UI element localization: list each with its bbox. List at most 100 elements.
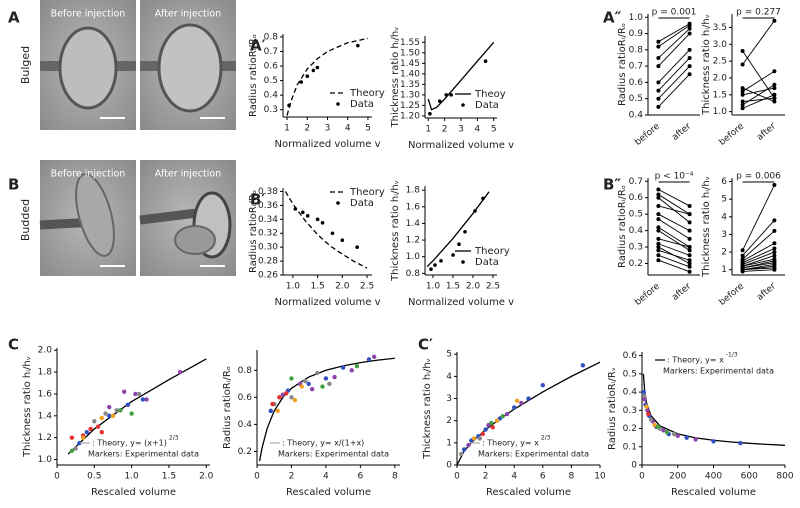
y-tick-label: 0.2 (629, 259, 643, 269)
pair-line (658, 218, 690, 240)
point (772, 250, 777, 255)
theory-line (427, 41, 495, 111)
y-tick-label: 1 (721, 265, 727, 275)
pair-line (658, 213, 690, 232)
y-tick-label: 0.6 (629, 78, 644, 88)
y-tick-label: 1.0 (38, 455, 53, 465)
y-tick-label: 0.4 (629, 111, 644, 121)
panel-label: B (8, 176, 19, 194)
y-tick-label: 1.55 (400, 38, 420, 48)
point (355, 245, 359, 249)
pair-line (742, 20, 775, 65)
y-axis-label: Thickness ratio hᵢ/hᵥ (390, 27, 401, 129)
panel-label: A″ (603, 9, 622, 27)
point (656, 236, 661, 241)
x-tick-label: 1.0 (124, 472, 139, 482)
point (687, 236, 692, 241)
point (772, 69, 777, 74)
y-tick-label: 0.3 (623, 406, 637, 416)
point (772, 86, 777, 91)
y-tick-label: 2.0 (38, 346, 53, 356)
point (483, 59, 488, 64)
point (664, 429, 670, 435)
x-tick-label: 1.5 (446, 282, 460, 292)
point (740, 49, 745, 54)
point (309, 387, 315, 392)
point (772, 228, 777, 233)
point (656, 88, 661, 93)
point (687, 72, 692, 77)
x-tick-label: 0 (254, 472, 260, 482)
point (287, 103, 291, 108)
x-tick-label: 400 (705, 472, 722, 482)
point (648, 417, 654, 422)
point (140, 397, 146, 402)
y-axis-label: Radius ratioRᵢ/Rₒ (617, 185, 628, 268)
p-value: p = 0.006 (736, 172, 781, 182)
row-label: Bulged (19, 46, 32, 84)
x-axis-label: Normalized volume v (408, 140, 514, 151)
y-tick-label: 1.35 (400, 80, 420, 90)
pair-line (742, 84, 775, 106)
point (512, 405, 517, 410)
photo-caption: Before injection (51, 9, 126, 20)
y-tick-label: 0.4 (264, 91, 279, 101)
point (687, 203, 692, 208)
y-axis-label: Thickness ratio hᵢ/hᵥ (22, 356, 33, 458)
point (772, 96, 777, 101)
y-axis-label: Radius ratioRᵢ/Rₒ (248, 34, 259, 117)
y-axis-label: Radius ratioRᵢ/Rₒ (222, 366, 233, 449)
y-tick-label: 0.7 (629, 177, 643, 187)
y-tick-label: 0.2 (623, 424, 637, 434)
x-axis-label: Rescaled volume (91, 487, 176, 498)
annotation: Markers: Experimental data (88, 450, 199, 459)
x-tick-label: 2 (289, 472, 295, 482)
y-tick-label: 1.4 (406, 219, 421, 229)
y-tick-label: 1.5 (713, 90, 727, 100)
point (481, 196, 485, 201)
y-tick-label: 0.5 (264, 76, 278, 86)
point (299, 80, 304, 84)
point (305, 74, 310, 79)
y-tick-label: 0.5 (623, 369, 637, 379)
point (451, 253, 455, 257)
annotation: : Theory, y= (x+1) (92, 439, 167, 448)
x-tick-label: 0 (639, 472, 645, 482)
point (738, 440, 743, 446)
y-tick-label: 0.8 (238, 366, 253, 376)
y-tick-label: 0.3 (264, 105, 278, 115)
point (740, 253, 745, 258)
point (656, 212, 661, 217)
point (88, 426, 93, 432)
pair-line (658, 259, 690, 273)
y-tick-label: 0.34 (258, 215, 278, 225)
chart: 1.201.251.301.351.401.451.501.55Thicknes… (390, 27, 514, 151)
y-tick-label: 0.6 (629, 193, 644, 203)
point (340, 238, 345, 242)
point (275, 408, 280, 414)
point (461, 447, 467, 452)
point (645, 408, 650, 413)
x-axis-label: Rescaled volume (486, 487, 571, 498)
annotation-superscript: 2/3 (541, 435, 551, 442)
point (772, 18, 777, 23)
point (69, 435, 75, 440)
point (136, 391, 142, 397)
point (656, 187, 661, 192)
y-tick-label: 0.7 (264, 47, 278, 57)
point (772, 246, 777, 251)
point (99, 415, 104, 421)
pair-line (658, 243, 690, 256)
y-tick-label: 6 (721, 177, 727, 187)
y-tick-label: 2.5 (713, 57, 727, 67)
point (95, 424, 101, 429)
y-tick-label: 0.36 (258, 201, 278, 211)
pair-line (658, 57, 690, 91)
point (740, 89, 745, 94)
point (471, 436, 477, 441)
point (656, 248, 661, 253)
x-tick-label: 2.0 (335, 282, 350, 292)
point (489, 420, 494, 426)
x-tick-label: 3 (325, 124, 331, 134)
